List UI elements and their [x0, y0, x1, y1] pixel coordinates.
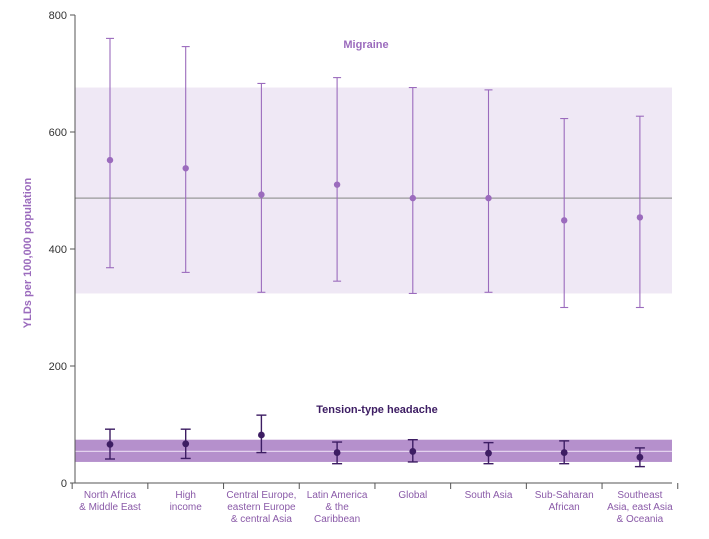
chart-labels: North Africa & Middle East High income Centr…: [22, 39, 673, 525]
data-point-1: [182, 440, 190, 448]
data-point-0: [106, 156, 114, 164]
data-point-1: [560, 449, 568, 456]
x-category-label-line: Caribbean: [314, 514, 360, 525]
x-category-label: High income: [170, 490, 203, 513]
reference-band-0: [75, 87, 672, 294]
data-point-0: [333, 181, 341, 188]
data-point-0: [485, 194, 492, 202]
data-point-1: [258, 431, 265, 439]
y-tick-label: 600: [49, 127, 67, 139]
x-category-label: Southeast Asia, east Asia & Oceania: [607, 490, 673, 525]
x-category-label-line: & central Asia: [231, 514, 293, 525]
y-tick-label: 200: [49, 361, 67, 373]
x-category-label: North Africa & Middle East: [79, 490, 141, 513]
data-point-1: [409, 448, 417, 455]
data-point-0: [409, 194, 416, 202]
x-category-label-line: & the: [325, 502, 349, 513]
y-tick-label: 0: [61, 478, 67, 490]
data-point-1: [636, 453, 644, 461]
x-category-label-line: South Asia: [465, 490, 513, 501]
x-category-label: Global: [398, 490, 427, 501]
x-category-label-line: Latin America: [307, 490, 368, 501]
x-category-label: Central Europe, eastern Europe & central A…: [226, 490, 296, 525]
axes: 0 200 400 600 800: [49, 10, 679, 490]
x-category-label: Sub-Saharan African: [535, 490, 594, 513]
series-label-migraine: Migraine: [343, 39, 388, 51]
data-point-1: [485, 449, 492, 457]
x-category-label-line: income: [170, 502, 203, 513]
x-category-label: Latin America & the Caribbean: [307, 490, 368, 525]
data-point-1: [106, 440, 114, 448]
x-category-label-line: Asia, east Asia: [607, 502, 673, 513]
data-point-1: [333, 449, 341, 456]
x-category-label-line: High: [175, 490, 196, 501]
y-axis-title: YLDs per 100,000 population: [22, 178, 34, 329]
y-tick-label: 800: [49, 10, 67, 22]
x-category-label-line: African: [549, 502, 580, 513]
data-point-0: [636, 214, 644, 221]
x-category-label: South Asia: [465, 490, 513, 501]
x-category-label-line: Global: [398, 490, 427, 501]
data-point-0: [561, 217, 568, 224]
x-category-label-line: Central Europe,: [226, 490, 296, 501]
x-category-label-line: & Middle East: [79, 502, 141, 513]
data-point-0: [258, 191, 265, 198]
data-marks: [105, 37, 645, 468]
x-category-label-line: Southeast: [617, 490, 662, 501]
series-label-tension-type: Tension-type headache: [316, 404, 437, 416]
x-category-label-line: & Oceania: [617, 514, 664, 525]
y-tick-label: 400: [49, 244, 67, 256]
x-category-label-line: North Africa: [84, 490, 137, 501]
x-category-label-line: eastern Europe: [227, 502, 296, 513]
data-point-0: [182, 165, 189, 172]
reference-bands: [75, 87, 672, 462]
x-category-label-line: Sub-Saharan: [535, 490, 594, 501]
